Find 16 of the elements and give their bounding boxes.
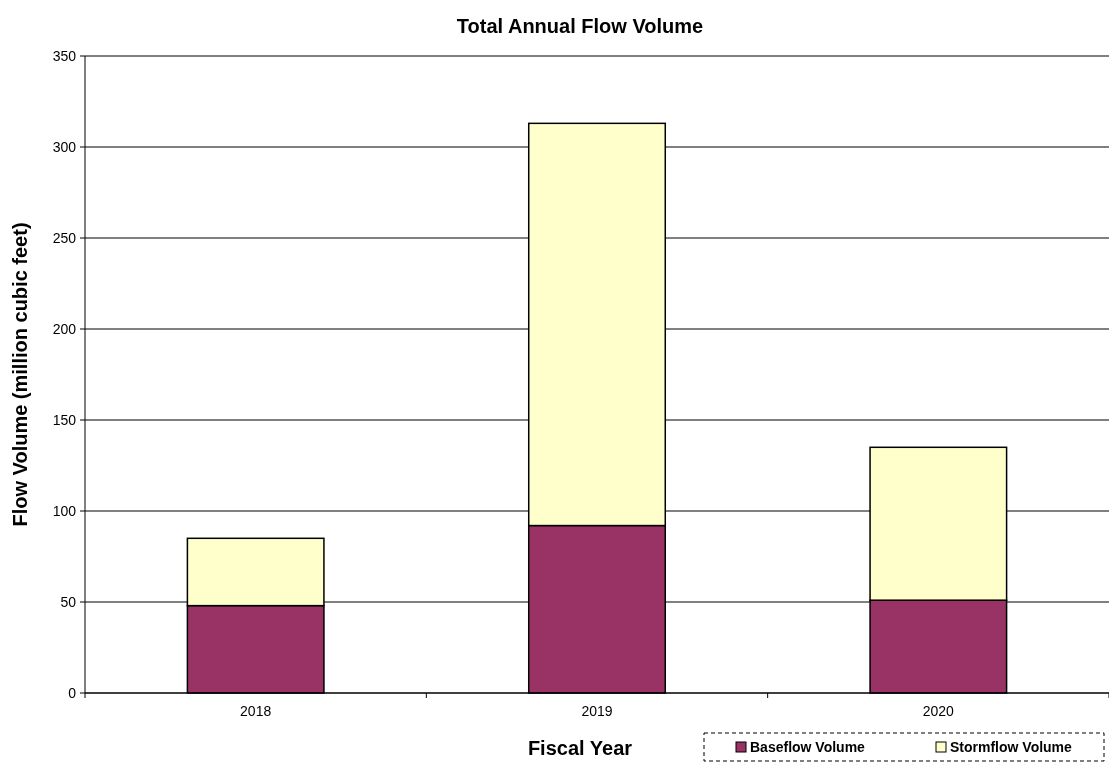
y-tick-label: 0 bbox=[68, 684, 77, 701]
chart-title: Total Annual Flow Volume bbox=[456, 15, 704, 37]
x-tick-label: 2018 bbox=[240, 703, 272, 719]
y-tick-label: 250 bbox=[52, 229, 77, 246]
y-axis-title: Flow Volume (million cubic feet) bbox=[9, 222, 31, 527]
y-tick-label: 350 bbox=[52, 47, 77, 64]
legend-label: Baseflow Volume bbox=[750, 738, 866, 755]
y-tick-label: 200 bbox=[52, 320, 77, 337]
y-tick-label: 100 bbox=[52, 502, 77, 519]
y-tick-label: 50 bbox=[60, 593, 77, 610]
y-tick-label: 300 bbox=[52, 138, 77, 155]
legend-label: Stormflow Volume bbox=[950, 738, 1073, 755]
x-tick-label: 2020 bbox=[922, 703, 955, 719]
x-axis-title: Fiscal Year bbox=[527, 737, 633, 759]
y-tick-label: 150 bbox=[52, 411, 77, 428]
x-tick-label: 2019 bbox=[581, 703, 613, 719]
